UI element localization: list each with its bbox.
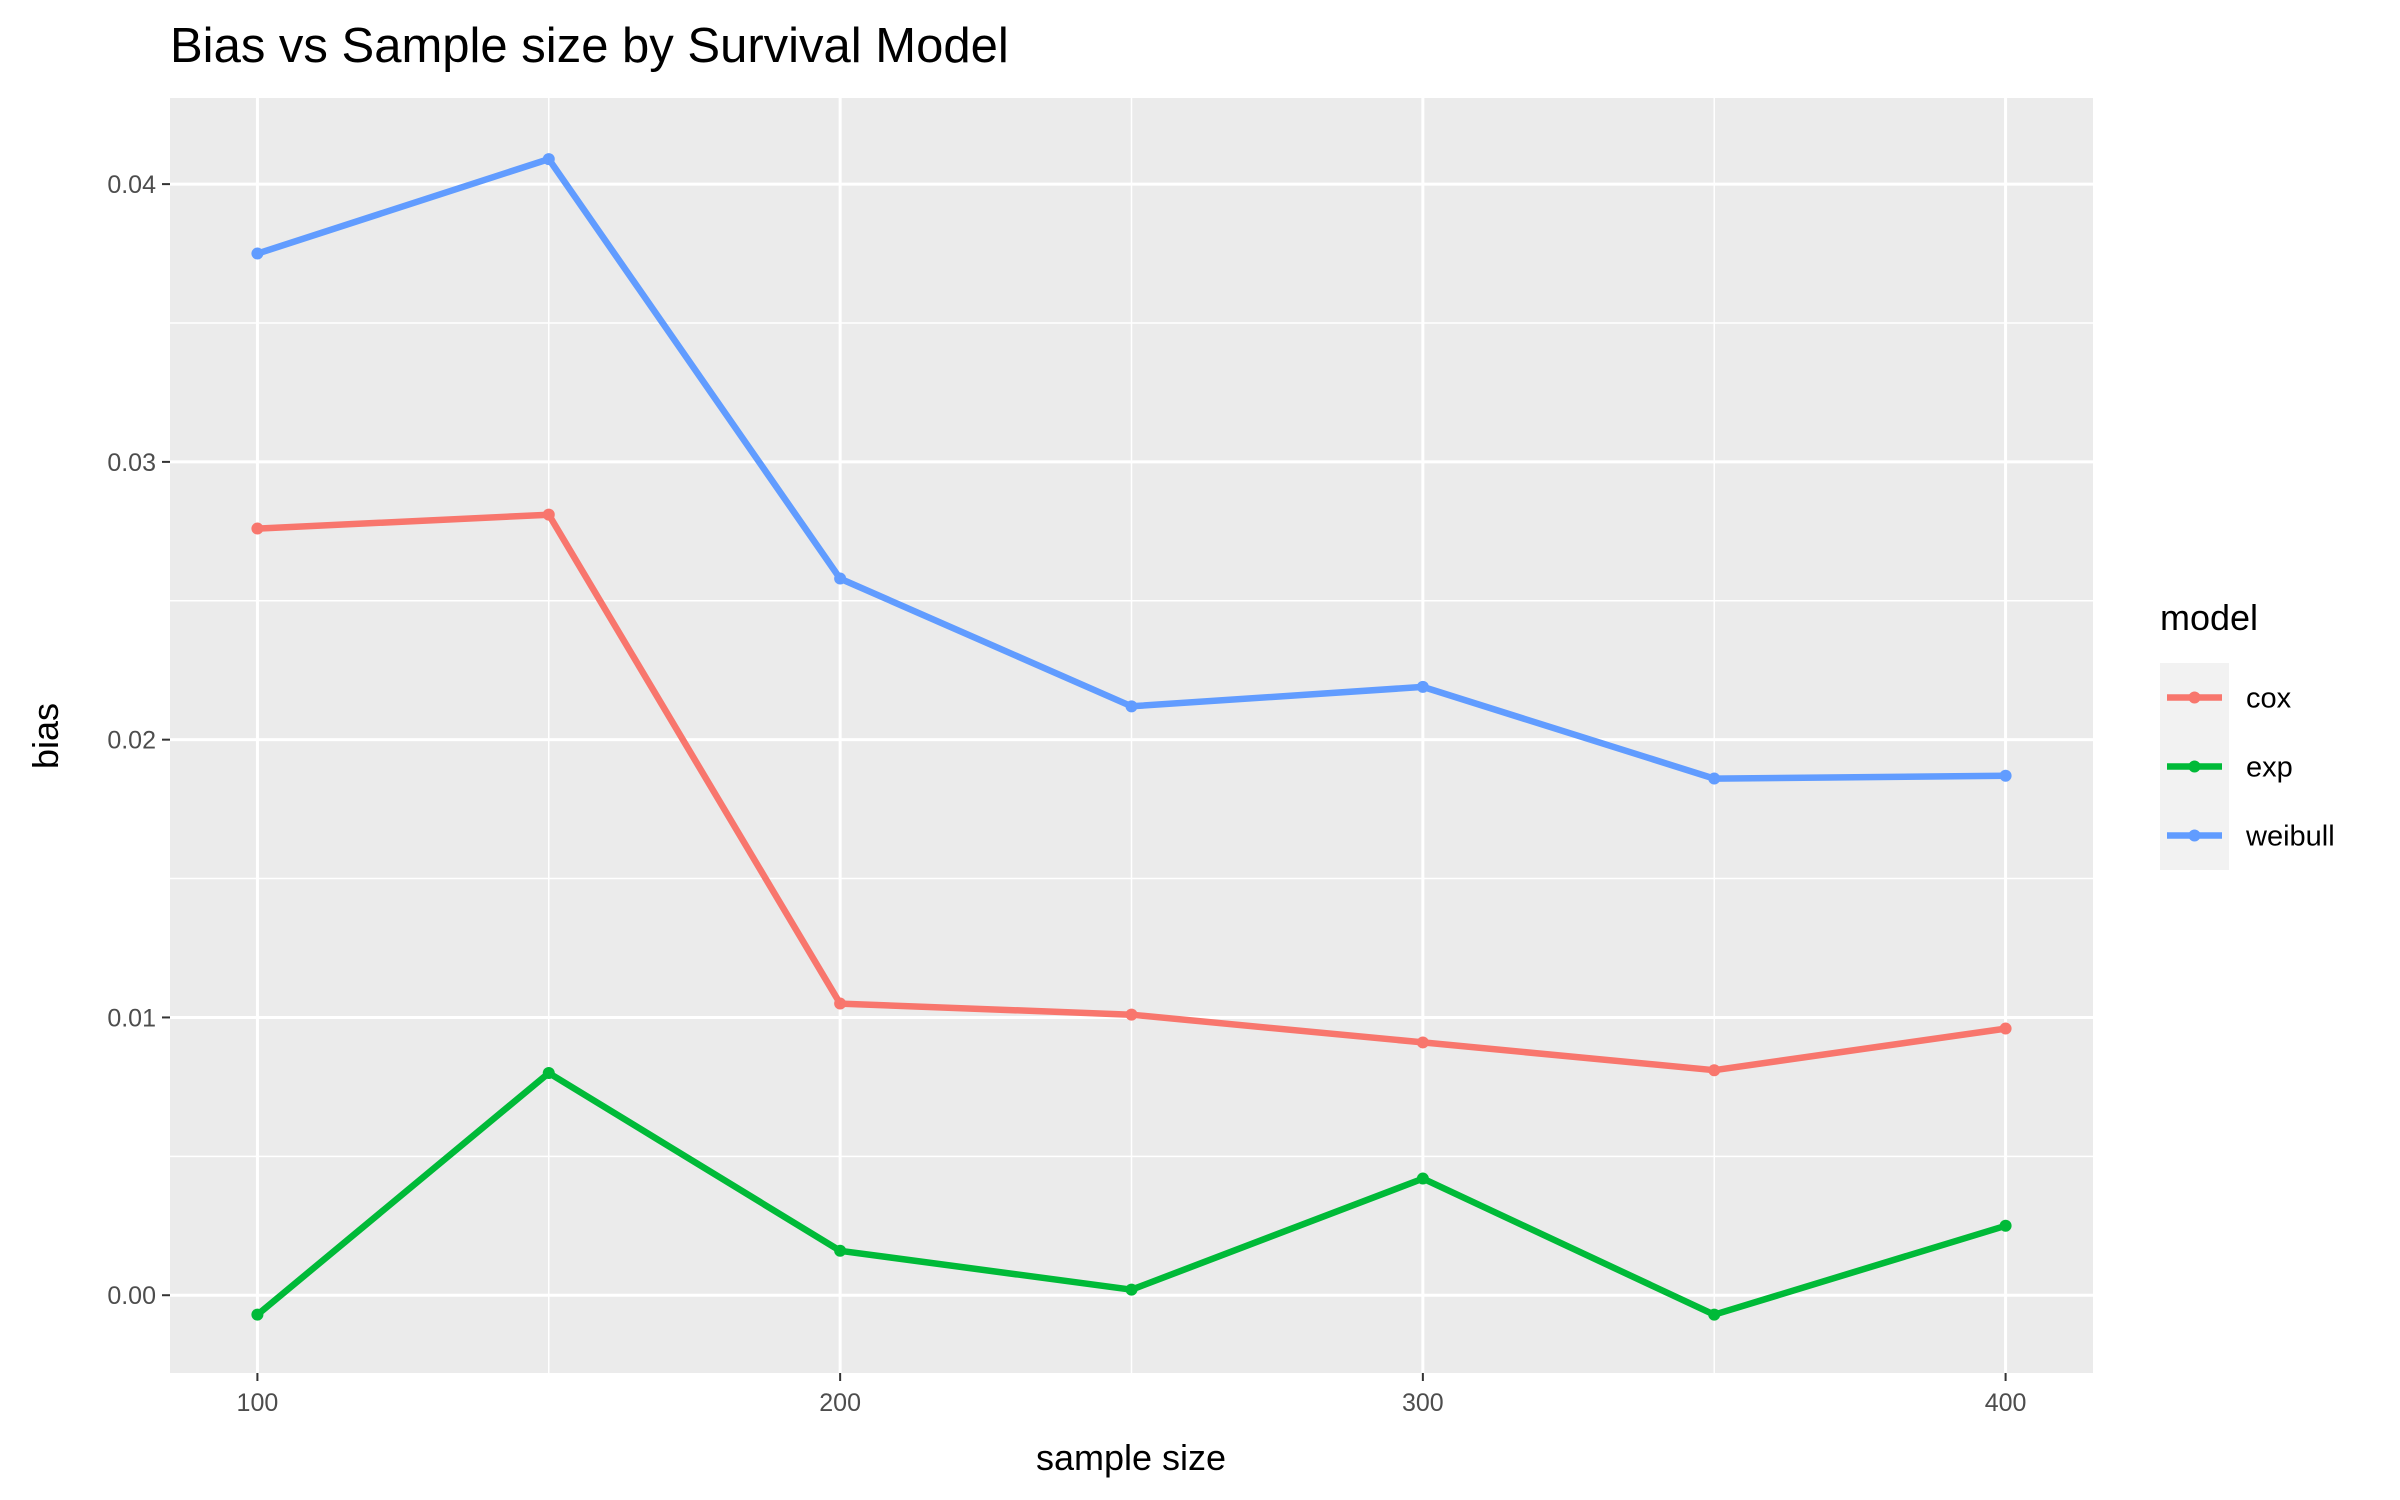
data-point-weibull — [1708, 772, 1721, 785]
grid-major — [170, 98, 2093, 1373]
data-point-cox — [542, 508, 555, 521]
legend-point-exp — [2188, 760, 2201, 773]
chart-title: Bias vs Sample size by Survival Model — [170, 19, 1009, 73]
legend-point-weibull — [2188, 829, 2201, 842]
x-tick-label: 100 — [237, 1389, 279, 1417]
x-tick-label: 300 — [1402, 1389, 1444, 1417]
x-tick-label: 200 — [819, 1389, 861, 1417]
legend-label-weibull: weibull — [2245, 821, 2335, 853]
grid-minor — [170, 98, 2093, 1373]
data-point-weibull — [1999, 769, 2012, 782]
legend-label-cox: cox — [2246, 683, 2292, 715]
y-tick-label: 0.02 — [107, 727, 156, 755]
data-point-exp — [1125, 1283, 1138, 1296]
data-point-weibull — [1125, 700, 1138, 713]
legend-point-cox — [2188, 691, 2201, 704]
data-point-cox — [1416, 1036, 1429, 1049]
data-point-exp — [251, 1308, 264, 1321]
y-axis-title: bias — [25, 703, 66, 769]
data-point-weibull — [1416, 680, 1429, 693]
legend-label-exp: exp — [2246, 752, 2293, 784]
data-point-weibull — [834, 572, 847, 585]
legend: model cox exp weibull — [2160, 597, 2335, 870]
data-point-exp — [834, 1244, 847, 1257]
data-point-cox — [1999, 1022, 2012, 1035]
y-tick-label: 0.03 — [107, 449, 156, 477]
series-points — [251, 153, 2012, 1321]
y-tick-label: 0.00 — [107, 1282, 156, 1310]
data-point-weibull — [542, 153, 555, 166]
legend-title: model — [2160, 597, 2258, 638]
data-point-exp — [1708, 1308, 1721, 1321]
x-tick-label: 400 — [1985, 1389, 2027, 1417]
data-point-cox — [834, 997, 847, 1010]
x-axis: 100 200 300 400 — [237, 1373, 2027, 1417]
data-point-cox — [251, 522, 264, 535]
data-point-cox — [1708, 1064, 1721, 1077]
data-point-cox — [1125, 1008, 1138, 1021]
data-point-exp — [1416, 1172, 1429, 1185]
y-axis: 0.00 0.01 0.02 0.03 0.04 — [107, 171, 170, 1310]
data-point-weibull — [251, 247, 264, 260]
data-point-exp — [542, 1067, 555, 1079]
data-point-exp — [1999, 1219, 2012, 1232]
y-tick-label: 0.04 — [107, 171, 156, 199]
y-tick-label: 0.01 — [107, 1004, 156, 1032]
x-axis-title: sample size — [1036, 1437, 1226, 1478]
